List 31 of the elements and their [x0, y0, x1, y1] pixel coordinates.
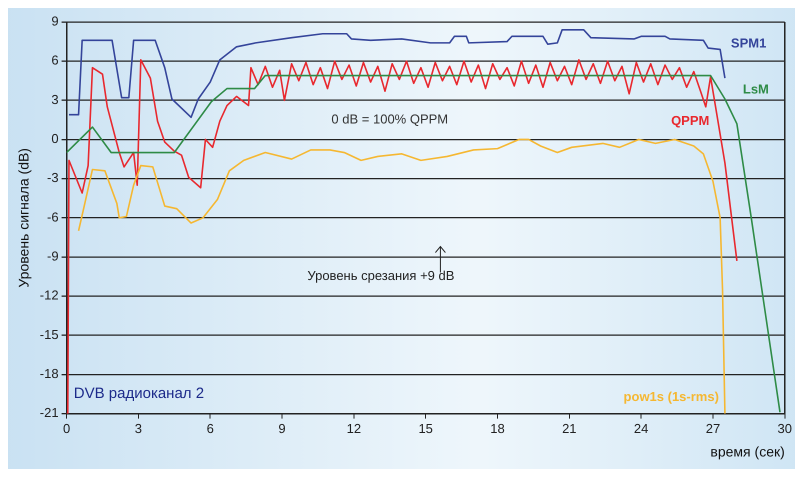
y-axis-title: Уровень сигнала (dB) — [15, 148, 32, 288]
series-label: QPPM — [671, 113, 710, 128]
y-tick-label: -21 — [40, 405, 59, 420]
x-tick-label: 30 — [778, 420, 792, 436]
y-tick-label: -15 — [40, 326, 59, 342]
y-tick-label: 3 — [51, 92, 59, 107]
y-tick-label: -12 — [40, 288, 59, 303]
x-axis-title: время (сек) — [710, 443, 785, 460]
annotation: 0 dB = 100% QPPM — [331, 111, 448, 126]
x-tick-label: 3 — [134, 420, 142, 436]
series-label: SPM1 — [730, 36, 766, 51]
y-tick-label: 9 — [51, 14, 59, 29]
x-tick-label: 18 — [490, 420, 505, 436]
x-tick-label: 15 — [418, 420, 433, 436]
series-label: pow1s (1s-rms) — [624, 389, 719, 404]
x-tick-label: 24 — [634, 420, 648, 436]
annotation: Уровень срезания +9 dB — [307, 268, 454, 284]
y-tick-label: -6 — [47, 209, 59, 224]
y-tick-label: 0 — [51, 131, 59, 146]
x-tick-label: 6 — [206, 420, 214, 436]
y-tick-label: -9 — [47, 248, 59, 264]
annotation: DVB радиоканал 2 — [74, 385, 204, 402]
x-tick-label: 0 — [62, 420, 70, 436]
series-label: LsM — [742, 81, 769, 96]
y-tick-label: -18 — [40, 366, 59, 382]
x-tick-label: 9 — [278, 420, 286, 436]
x-tick-label: 27 — [706, 420, 720, 436]
x-tick-label: 21 — [562, 420, 577, 436]
y-tick-label: 6 — [51, 52, 59, 68]
y-tick-label: -3 — [47, 170, 59, 186]
x-tick-label: 12 — [346, 420, 362, 436]
